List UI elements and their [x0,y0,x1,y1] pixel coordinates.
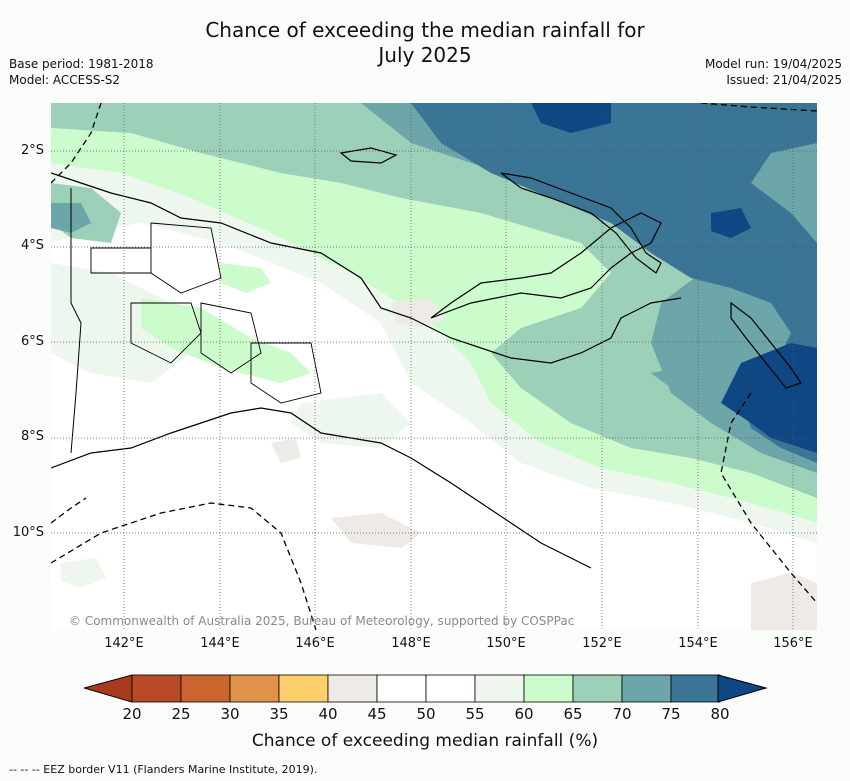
lon-label-150e: 150°E [486,636,526,651]
colorbar-cell [572,674,623,703]
eez-footnote: -- -- -- EEZ border V11 (Flanders Marine… [9,763,318,776]
colorbar-low-arrow [84,674,133,703]
lat-label-8s: 8°S [20,429,44,444]
lon-label-154e: 154°E [678,636,718,651]
colorbar-tick-label: 65 [563,705,583,723]
lon-label-156e: 156°E [773,636,813,651]
zone-40-45-a [391,298,446,328]
lat-label-10s: 10°S [12,525,44,540]
zone-55-60-southwest [61,558,106,588]
map-title: Chance of exceeding the median rainfall … [0,18,850,68]
coastline-manus [339,147,398,164]
province-boundaries [90,222,322,404]
lon-label-148e: 148°E [391,636,431,651]
zone-40-45-c [751,573,817,630]
zone-40-45-d [271,438,301,463]
coastline-new-britain [430,212,662,319]
colorbar-cell [278,674,329,703]
zone-60-65-highlands [141,298,311,383]
zone-75-80 [411,103,817,463]
lon-label-142e: 142°E [104,636,144,651]
lon-label-144e: 144°E [200,636,240,651]
colorbar [84,674,768,703]
lat-label-2s: 2°S [20,143,44,158]
colorbar-cell [474,674,525,703]
model-run: Model run: 19/04/2025 [704,57,842,71]
zone-80-plus [531,103,611,133]
eez-border-west [51,103,102,184]
colorbar-cell [376,674,427,703]
colorbar-tick-label: 70 [612,705,632,723]
zone-80-plus-east [711,208,751,238]
colorbar-cell [621,674,672,703]
colorbar-cell [425,674,476,703]
colorbar-cell [523,674,574,703]
meta-left: Base period: 1981-2018 Model: ACCESS-S2 [9,56,154,88]
colorbar-cells [131,674,721,703]
issued-date: Issued: 21/04/2025 [726,73,842,87]
title-line-2: July 2025 [378,43,472,67]
colorbar-cell [327,674,378,703]
zone-55-60-south [291,393,411,448]
zone-60-65-islet [221,263,271,293]
zone-40-45-b [331,513,421,548]
colorbar-label: Chance of exceeding median rainfall (%) [251,731,599,751]
colorbar-cell [131,674,182,703]
colorbar-tick-label: 30 [220,705,240,723]
coastline-new-guinea-north [51,172,682,364]
colorbar-tick-label: 50 [416,705,436,723]
lon-label-146e: 146°E [295,636,335,651]
eez-border-south [51,502,317,630]
eez-border-southwest [51,497,87,524]
colorbar-high-arrow [717,674,768,703]
base-period: Base period: 1981-2018 [9,57,154,71]
colorbar-tick-label: 55 [465,705,485,723]
colorbar-cell [670,674,721,703]
meta-right: Model run: 19/04/2025 Issued: 21/04/2025 [705,56,842,88]
zone-55-60-west [51,263,191,383]
model-name: Model: ACCESS-S2 [9,73,121,87]
colorbar-cell [180,674,231,703]
colorbar-tick-label: 80 [710,705,730,723]
coastline-new-ireland [500,172,662,274]
coastline-bougainville [730,301,802,389]
map-panel [51,103,817,630]
colorbar-tick-label: 35 [269,705,289,723]
colorbar-tick-label: 60 [514,705,534,723]
border-png-indonesia [70,188,82,454]
eez-border-northeast [700,103,817,112]
copyright-notice: © Commonwealth of Australia 2025, Bureau… [69,614,575,628]
colorbar-tick-label: 40 [318,705,338,723]
forecast-map [51,103,817,630]
eez-border-east [720,392,817,604]
colorbar-tick-label: 25 [171,705,191,723]
coastline-new-guinea-south [51,407,592,569]
colorbar-cell [229,674,280,703]
graticule [51,103,817,630]
colorbar-tick-label: 20 [122,705,142,723]
lat-label-6s: 6°S [20,334,44,349]
colorbar-tick-label: 45 [367,705,387,723]
lat-label-4s: 4°S [20,238,44,253]
title-line-1: Chance of exceeding the median rainfall … [205,18,645,42]
colorbar-tick-label: 75 [661,705,681,723]
lon-label-152e: 152°E [582,636,622,651]
